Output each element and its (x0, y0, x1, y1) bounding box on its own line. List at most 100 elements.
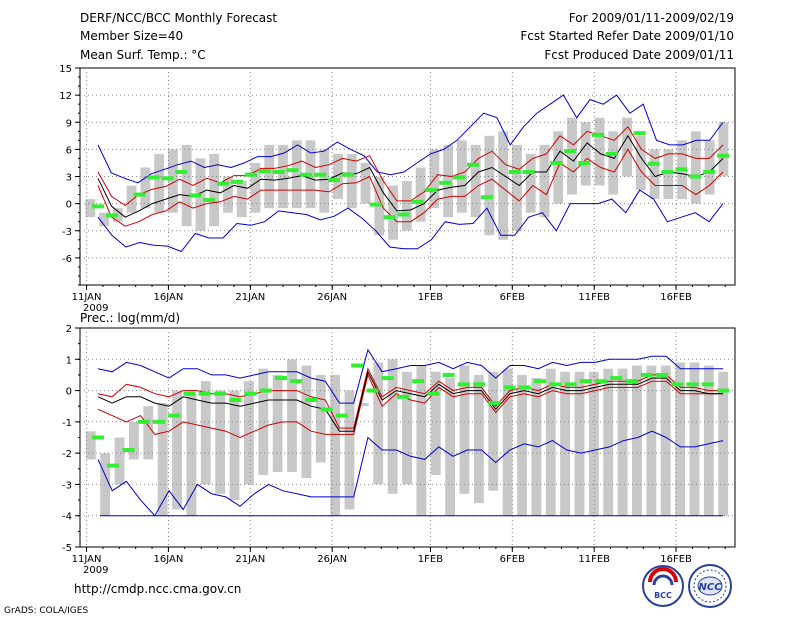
temp-box-14 (264, 144, 275, 209)
prec-box-3 (114, 437, 125, 485)
prec-observed-marker-6 (168, 413, 181, 418)
prec-lower-spread-line (97, 373, 723, 439)
temp-box-4 (126, 185, 137, 213)
temp-box-10 (209, 153, 220, 227)
temp-lower-extreme-line (97, 189, 724, 253)
prec-observed-marker-33 (579, 379, 592, 384)
temp-observed-marker-38 (605, 151, 618, 156)
prec-observed-marker-2 (107, 463, 120, 468)
prec-observed-marker-26 (473, 382, 486, 387)
prec-box-42 (675, 362, 686, 516)
precipitation-panel: 11JAN 16JAN 21JAN 26JAN 1FEB 6FEB 11FEB 16FEB20… (62, 324, 736, 576)
grads-credit: GrADS: COLA/IGES (4, 606, 88, 616)
prec-box-7 (172, 390, 182, 510)
prec-box-19 (344, 390, 355, 510)
temp-observed-marker-14 (272, 169, 285, 174)
prec-observed-marker-7 (183, 391, 196, 396)
prec-box-17 (315, 374, 326, 463)
forecast-produced-date: Fcst Produced Date 2009/01/11 (544, 48, 734, 62)
prec-observed-marker-16 (320, 407, 333, 412)
temp-observed-marker-36 (578, 160, 591, 165)
prec-box-11 (229, 390, 240, 501)
temp-observed-marker-10 (217, 181, 229, 186)
temp-observed-marker-7 (175, 169, 188, 174)
prec-observed-marker-39 (671, 382, 684, 387)
prec-observed-marker-40 (686, 382, 699, 387)
temp-observed-marker-35 (564, 149, 577, 154)
temp-year-label: 2009 (83, 303, 108, 314)
prec-xtick-label-2: 16JAN (154, 554, 184, 565)
temp-observed-marker-17 (314, 172, 327, 177)
temp-observed-marker-46 (717, 153, 729, 158)
temp-box-8 (181, 144, 192, 227)
prec-box-18 (330, 374, 341, 516)
temp-upper-extreme-line (97, 94, 724, 184)
temp-observed-marker-42 (661, 169, 674, 174)
prec-observed-marker-10 (229, 397, 242, 402)
prec-observed-marker-1 (92, 435, 104, 440)
temp-box-18 (319, 149, 330, 213)
temp-box-41 (635, 135, 646, 191)
temp-ytick-label-5: 3 (66, 173, 72, 184)
temp-box-23 (388, 185, 398, 240)
member-size-label: Member Size=40 (80, 29, 183, 43)
prec-box-2 (100, 453, 111, 516)
temp-xtick-label-4: 26JAN (317, 292, 347, 303)
temp-box-12 (236, 181, 247, 218)
temp-ytick-label-2: 12 (59, 91, 72, 102)
prec-observed-marker-9 (213, 391, 226, 396)
prec-observed-marker-25 (457, 382, 470, 387)
prec-box-39 (632, 365, 642, 516)
prec-box-9 (200, 381, 211, 485)
prec-box-40 (646, 365, 657, 516)
prec-box-28 (473, 374, 484, 504)
temp-observed-marker-22 (383, 215, 396, 220)
prec-observed-marker-18 (351, 363, 364, 368)
prec-observed-marker-5 (152, 419, 165, 424)
temp-xtick-label-7: 11FEB (578, 292, 610, 303)
bcc-logo-text: BCC (654, 591, 672, 600)
prec-ytick-label-4: -1 (62, 418, 72, 429)
prec-observed-marker-17 (335, 413, 348, 418)
prec-xtick-label-6: 6FEB (500, 554, 525, 565)
prec-upper-spread-line (97, 367, 723, 429)
temp-observed-marker-29 (480, 195, 493, 200)
temp-xtick-label-2: 16JAN (154, 292, 184, 303)
temp-observed-marker-32 (522, 169, 535, 174)
prec-box-12 (243, 381, 254, 485)
forecast-period: For 2009/01/11-2009/02/19 (569, 11, 734, 25)
prec-box-41 (660, 365, 671, 516)
prec-box-13 (258, 368, 269, 476)
temp-observed-marker-44 (689, 174, 702, 179)
prec-box-1 (85, 431, 96, 460)
temp-observed-marker-6 (161, 176, 174, 181)
prec-observed-marker-11 (244, 391, 257, 396)
temperature-panel: 11JAN 16JAN 21JAN 26JAN 1FEB 6FEB 11FEB 16FEB 20… (59, 64, 736, 314)
temp-box-7 (167, 149, 178, 213)
prec-box-24 (416, 365, 427, 516)
prec-observed-marker-42 (717, 388, 729, 393)
temp-observed-marker-2 (105, 213, 118, 218)
prec-ytick-label-6: -3 (62, 480, 72, 491)
figure-title: DERF/NCC/BCC Monthly Forecast (80, 11, 277, 25)
prec-box-44 (703, 365, 714, 516)
ncc-logo-text: NCC (698, 582, 722, 593)
temp-observed-marker-28 (467, 162, 479, 167)
temp-observed-marker-19 (342, 172, 354, 177)
prec-observed-marker-29 (518, 385, 531, 390)
temp-ytick-label-1: 15 (59, 64, 72, 75)
temp-box-29 (470, 144, 481, 218)
temp-box-42 (649, 149, 660, 200)
prec-observed-marker-19 (366, 388, 379, 393)
temp-box-46 (704, 140, 715, 195)
temp-box-30 (484, 135, 495, 236)
prec-observed-marker-4 (137, 419, 150, 424)
prec-ytick-label-5: -2 (62, 449, 72, 460)
temp-box-19 (333, 153, 343, 200)
footer-url: http://cmdp.ncc.cma.gov.cn (74, 582, 241, 596)
prec-observed-marker-14 (290, 379, 303, 384)
prec-ytick-label-7: -4 (62, 512, 72, 523)
prec-box-37 (603, 368, 614, 516)
prec-xtick-label-5: 1FEB (418, 554, 443, 565)
prec-observed-marker-12 (259, 388, 272, 393)
